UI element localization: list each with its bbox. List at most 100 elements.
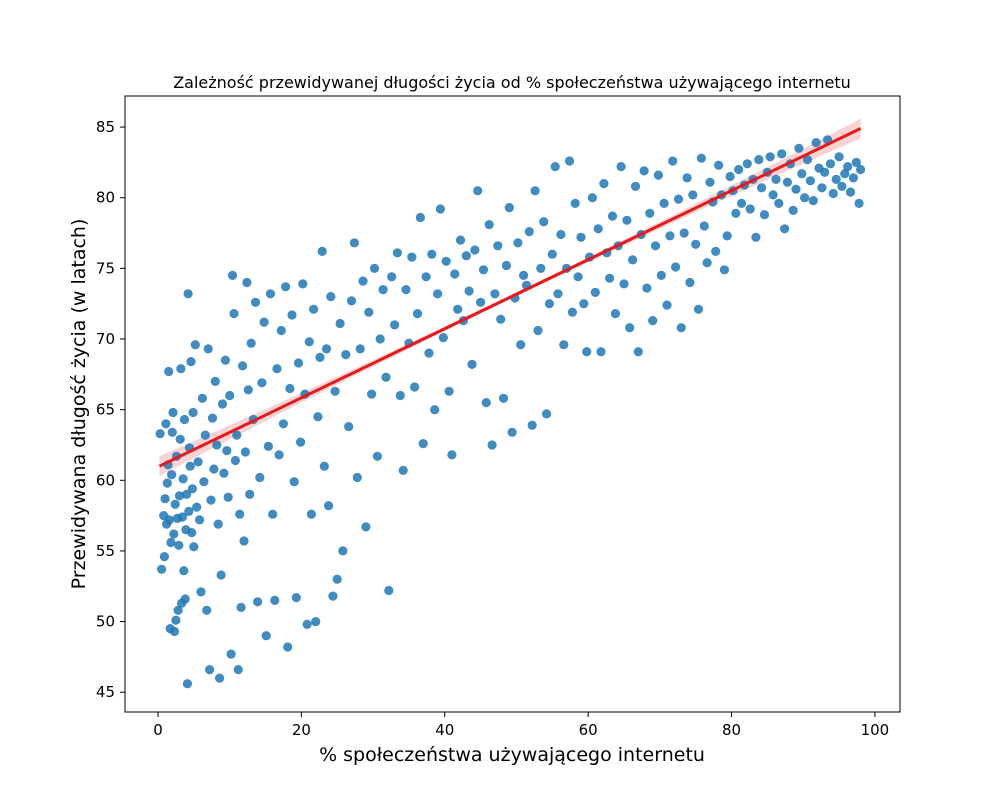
x-tick-label: 40 bbox=[435, 721, 454, 739]
data-point bbox=[834, 152, 844, 162]
data-point bbox=[193, 457, 203, 467]
data-point bbox=[222, 446, 232, 456]
data-point bbox=[227, 270, 238, 280]
data-point bbox=[705, 177, 715, 187]
x-axis-label: % społeczeństwa używającego internetu bbox=[319, 744, 705, 766]
data-point bbox=[493, 241, 503, 251]
data-point bbox=[688, 190, 698, 200]
data-point bbox=[719, 265, 730, 275]
data-point bbox=[296, 437, 306, 447]
data-point bbox=[542, 409, 552, 419]
data-point bbox=[401, 285, 411, 295]
data-point bbox=[309, 304, 319, 314]
data-point bbox=[533, 325, 543, 336]
data-point bbox=[330, 386, 340, 396]
data-point bbox=[714, 160, 724, 170]
data-point bbox=[243, 385, 253, 395]
data-point bbox=[179, 566, 189, 576]
data-point bbox=[332, 574, 342, 584]
data-point bbox=[257, 378, 267, 388]
data-point bbox=[691, 239, 701, 249]
data-point bbox=[246, 338, 256, 348]
data-point bbox=[346, 296, 357, 306]
data-point bbox=[513, 238, 523, 248]
y-tick-label: 70 bbox=[96, 330, 115, 348]
data-point bbox=[441, 256, 451, 266]
data-point bbox=[628, 255, 638, 265]
data-point bbox=[447, 450, 457, 460]
data-point bbox=[530, 186, 540, 196]
y-tick-label: 60 bbox=[96, 471, 115, 489]
data-point bbox=[524, 227, 534, 237]
y-tick-label: 50 bbox=[96, 613, 115, 631]
data-point bbox=[461, 251, 471, 261]
data-point bbox=[164, 366, 174, 377]
data-point bbox=[433, 289, 443, 299]
data-point bbox=[797, 169, 807, 179]
data-point bbox=[180, 594, 190, 604]
data-point bbox=[582, 347, 592, 357]
data-point bbox=[473, 186, 483, 196]
data-point bbox=[215, 673, 225, 683]
data-point bbox=[668, 156, 678, 166]
data-point bbox=[556, 229, 566, 240]
data-point bbox=[737, 198, 747, 208]
data-point bbox=[186, 357, 196, 367]
data-points-layer bbox=[155, 135, 866, 689]
data-point bbox=[189, 542, 199, 552]
data-point bbox=[223, 492, 233, 502]
data-point bbox=[610, 309, 621, 319]
data-point bbox=[230, 455, 240, 466]
data-point bbox=[220, 355, 230, 365]
data-point bbox=[179, 414, 190, 425]
data-point bbox=[250, 297, 261, 307]
y-tick-label: 85 bbox=[96, 118, 115, 136]
data-point bbox=[504, 203, 514, 213]
data-point bbox=[498, 393, 509, 403]
data-point bbox=[378, 285, 388, 295]
data-point bbox=[285, 383, 295, 394]
data-point bbox=[777, 149, 787, 159]
data-point bbox=[771, 174, 781, 184]
plot-frame bbox=[124, 95, 901, 713]
data-point bbox=[315, 352, 325, 362]
data-point bbox=[170, 499, 180, 509]
data-point bbox=[200, 430, 210, 440]
data-point bbox=[229, 309, 239, 319]
data-point bbox=[276, 325, 286, 336]
data-point bbox=[435, 204, 445, 214]
data-point bbox=[679, 228, 689, 238]
data-point bbox=[794, 143, 804, 153]
data-point bbox=[805, 176, 816, 186]
data-point bbox=[207, 413, 218, 423]
y-tick-label: 45 bbox=[96, 683, 115, 701]
data-point bbox=[364, 307, 374, 317]
regression-line-layer bbox=[158, 127, 862, 468]
data-point bbox=[304, 337, 314, 347]
data-point bbox=[450, 269, 460, 279]
data-point bbox=[176, 364, 186, 374]
data-point bbox=[212, 440, 222, 450]
data-point bbox=[213, 519, 223, 529]
data-point bbox=[467, 359, 477, 369]
data-point bbox=[424, 348, 434, 358]
data-point bbox=[831, 174, 841, 184]
data-point bbox=[742, 159, 752, 169]
chart-title: Zależność przewidywanej długości życia o… bbox=[173, 73, 851, 92]
data-point bbox=[751, 232, 761, 242]
data-point bbox=[317, 246, 327, 256]
data-point bbox=[464, 286, 474, 296]
y-tick-label: 55 bbox=[96, 542, 115, 560]
data-point bbox=[633, 347, 643, 357]
data-point bbox=[240, 447, 250, 457]
regression-line bbox=[158, 127, 862, 468]
data-point bbox=[788, 205, 798, 215]
plot-area bbox=[125, 96, 900, 712]
data-point bbox=[195, 515, 205, 525]
data-point bbox=[216, 570, 226, 580]
data-point bbox=[171, 615, 181, 625]
data-point bbox=[802, 155, 813, 165]
data-point bbox=[576, 232, 586, 242]
data-point bbox=[828, 188, 838, 199]
